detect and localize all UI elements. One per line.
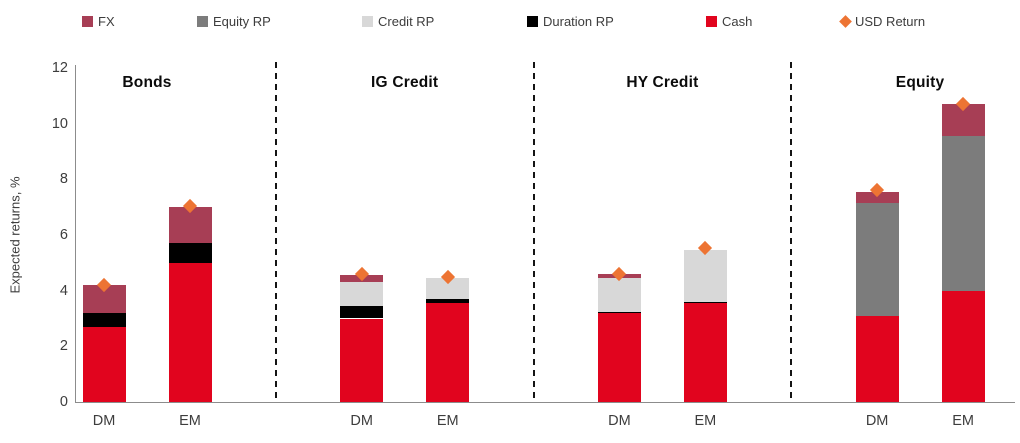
bar-segment-cash	[82, 326, 126, 402]
group-title: HY Credit	[626, 74, 699, 91]
bar-segment-cash	[426, 303, 470, 402]
legend-item-equity-rp: Equity RP	[197, 13, 271, 29]
section-divider	[790, 62, 793, 402]
bar-segment-cash	[168, 262, 212, 402]
square-swatch-icon	[82, 15, 93, 27]
y-tick-label: 0	[59, 394, 68, 410]
bar-segment-duration-rp	[683, 301, 727, 304]
bar-segment-cash	[941, 290, 985, 402]
legend-item-duration-rp: Duration RP	[527, 13, 614, 29]
x-axis-label: DM	[865, 413, 889, 429]
section-divider	[274, 62, 277, 402]
bar-segment-credit-rp	[683, 250, 727, 302]
legend-label: FX	[98, 13, 115, 29]
y-axis-line	[75, 65, 76, 403]
bar-segment-duration-rp	[82, 312, 126, 327]
bar-segment-duration-rp	[426, 299, 470, 304]
y-tick-label: 10	[51, 115, 68, 132]
legend-item-cash: Cash	[706, 13, 753, 29]
legend-label: Duration RP	[543, 13, 614, 29]
bar-segment-cash	[340, 318, 384, 402]
group-title: IG Credit	[371, 74, 439, 91]
legend-item-usd-return: USD Return	[839, 13, 926, 29]
x-axis-label: EM	[436, 413, 459, 429]
square-swatch-icon	[706, 15, 717, 27]
legend-label: Credit RP	[378, 13, 435, 29]
legend-label: USD Return	[855, 13, 926, 29]
bar-segment-duration-rp	[597, 311, 641, 313]
bar-segment-equity-rp	[855, 202, 899, 316]
bar-segment-credit-rp	[340, 282, 384, 306]
diamond-swatch-icon	[839, 14, 852, 28]
section-divider	[532, 62, 535, 402]
bar-segment-duration-rp	[168, 243, 212, 263]
bar-segment-cash	[683, 303, 727, 402]
y-axis-title: Expected returns, %	[7, 176, 23, 294]
square-swatch-icon	[362, 15, 373, 27]
bar-segment-credit-rp	[426, 278, 470, 300]
y-tick-label: 8	[59, 171, 68, 188]
bar-segment-credit-rp	[597, 278, 641, 312]
legend-item-fx: FX	[82, 13, 115, 29]
bar-segment-fx	[168, 207, 212, 244]
group-title: Equity	[895, 74, 945, 91]
x-axis-label: EM	[179, 413, 201, 429]
square-swatch-icon	[527, 15, 538, 27]
x-axis-label: EM	[694, 413, 717, 429]
x-axis-label: EM	[952, 413, 974, 429]
bar-segment-cash	[597, 312, 641, 402]
y-tick-label: 12	[51, 60, 68, 76]
bar-segment-equity-rp	[941, 136, 985, 291]
x-axis-line	[75, 402, 1015, 403]
legend-label: Cash	[722, 13, 753, 29]
square-swatch-icon	[197, 15, 208, 27]
y-tick-label: 6	[59, 227, 68, 243]
legend-label: Equity RP	[213, 13, 271, 29]
bar-segment-fx	[855, 191, 899, 203]
x-axis-label: DM	[608, 413, 631, 429]
y-tick-label: 4	[59, 282, 68, 299]
group-title: Bonds	[122, 74, 172, 91]
bar-segment-duration-rp	[340, 305, 384, 319]
bar-segment-cash	[855, 315, 899, 402]
x-axis-label: DM	[350, 413, 373, 429]
x-axis-label: DM	[92, 413, 116, 429]
legend-item-credit-rp: Credit RP	[362, 13, 435, 29]
y-tick-label: 2	[59, 338, 68, 355]
